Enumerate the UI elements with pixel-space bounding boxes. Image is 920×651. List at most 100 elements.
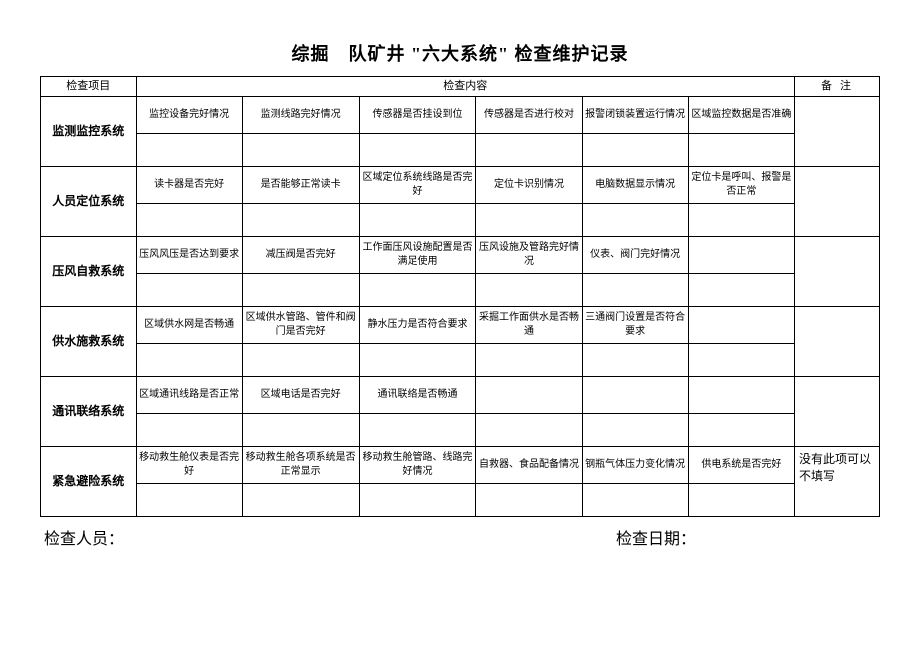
cell: 移动救生舱各项系统是否正常显示	[242, 447, 359, 484]
blank-cell	[582, 414, 688, 447]
cell: 移动救生舱仪表是否完好	[136, 447, 242, 484]
cell: 压风风压是否达到要求	[136, 237, 242, 274]
remark-cell	[795, 237, 880, 307]
system-name: 通讯联络系统	[41, 377, 137, 447]
blank-cell	[476, 134, 582, 167]
blank-cell	[688, 274, 794, 307]
blank-cell	[582, 344, 688, 377]
cell: 传感器是否进行校对	[476, 97, 582, 134]
system-name: 人员定位系统	[41, 167, 137, 237]
blank-cell	[242, 134, 359, 167]
blank-cell	[242, 204, 359, 237]
cell: 电脑数据显示情况	[582, 167, 688, 204]
remark-cell	[795, 167, 880, 237]
blank-cell	[582, 274, 688, 307]
blank-cell	[476, 204, 582, 237]
blank-cell	[582, 484, 688, 517]
cell	[476, 377, 582, 414]
cell: 是否能够正常读卡	[242, 167, 359, 204]
cell: 报警闭锁装置运行情况	[582, 97, 688, 134]
cell: 通讯联络是否畅通	[359, 377, 476, 414]
blank-cell	[359, 134, 476, 167]
table-row: 监测监控系统 监控设备完好情况 监测线路完好情况 传感器是否挂设到位 传感器是否…	[41, 97, 880, 134]
header-content: 检查内容	[136, 77, 794, 97]
blank-cell	[359, 484, 476, 517]
blank-cell	[476, 484, 582, 517]
blank-cell	[359, 414, 476, 447]
cell: 区域供水管路、管件和阀门是否完好	[242, 307, 359, 344]
cell: 供电系统是否完好	[688, 447, 794, 484]
blank-cell	[136, 484, 242, 517]
blank-cell	[582, 134, 688, 167]
blank-cell	[688, 134, 794, 167]
table-row-blank	[41, 484, 880, 517]
date-label: 检查日期：	[616, 525, 696, 549]
remark-cell	[795, 307, 880, 377]
table-row: 紧急避险系统 移动救生舱仪表是否完好 移动救生舱各项系统是否正常显示 移动救生舱…	[41, 447, 880, 484]
blank-cell	[688, 204, 794, 237]
blank-cell	[582, 204, 688, 237]
cell: 区域电话是否完好	[242, 377, 359, 414]
blank-cell	[688, 484, 794, 517]
system-name: 监测监控系统	[41, 97, 137, 167]
table-row: 供水施救系统 区域供水网是否畅通 区域供水管路、管件和阀门是否完好 静水压力是否…	[41, 307, 880, 344]
blank-cell	[688, 414, 794, 447]
cell	[688, 377, 794, 414]
header-project: 检查项目	[41, 77, 137, 97]
system-name: 供水施救系统	[41, 307, 137, 377]
cell: 三通阀门设置是否符合要求	[582, 307, 688, 344]
blank-cell	[242, 344, 359, 377]
cell: 采掘工作面供水是否畅通	[476, 307, 582, 344]
cell	[582, 377, 688, 414]
table-row-blank	[41, 204, 880, 237]
blank-cell	[359, 204, 476, 237]
blank-cell	[136, 414, 242, 447]
cell: 钢瓶气体压力变化情况	[582, 447, 688, 484]
table-row-blank	[41, 274, 880, 307]
table-row-blank	[41, 414, 880, 447]
cell: 定位卡是呼叫、报警是否正常	[688, 167, 794, 204]
cell: 区域监控数据是否准确	[688, 97, 794, 134]
blank-cell	[476, 274, 582, 307]
blank-cell	[359, 274, 476, 307]
cell	[688, 307, 794, 344]
blank-cell	[136, 204, 242, 237]
blank-cell	[359, 344, 476, 377]
table-row: 人员定位系统 读卡器是否完好 是否能够正常读卡 区域定位系统线路是否完好 定位卡…	[41, 167, 880, 204]
cell: 工作面压风设施配置是否满足使用	[359, 237, 476, 274]
header-remark: 备注	[795, 77, 880, 97]
blank-cell	[242, 484, 359, 517]
table-row: 通讯联络系统 区域通讯线路是否正常 区域电话是否完好 通讯联络是否畅通	[41, 377, 880, 414]
table-row-blank	[41, 134, 880, 167]
remark-cell	[795, 97, 880, 167]
inspection-table: 检查项目 检查内容 备注 监测监控系统 监控设备完好情况 监测线路完好情况 传感…	[40, 76, 880, 517]
blank-cell	[136, 134, 242, 167]
inspector-label: 检查人员：	[44, 525, 124, 549]
page: 综掘 队矿井 "六大系统" 检查维护记录 检查项目 检查内容 备注 监测监控系统…	[0, 0, 920, 549]
cell: 减压阀是否完好	[242, 237, 359, 274]
system-name: 紧急避险系统	[41, 447, 137, 517]
cell: 移动救生舱管路、线路完好情况	[359, 447, 476, 484]
blank-cell	[476, 344, 582, 377]
cell	[688, 237, 794, 274]
blank-cell	[242, 274, 359, 307]
cell: 区域供水网是否畅通	[136, 307, 242, 344]
cell: 区域定位系统线路是否完好	[359, 167, 476, 204]
remark-cell	[795, 377, 880, 447]
table-header-row: 检查项目 检查内容 备注	[41, 77, 880, 97]
cell: 读卡器是否完好	[136, 167, 242, 204]
table-row: 压风自救系统 压风风压是否达到要求 减压阀是否完好 工作面压风设施配置是否满足使…	[41, 237, 880, 274]
cell: 仪表、阀门完好情况	[582, 237, 688, 274]
cell: 自救器、食品配备情况	[476, 447, 582, 484]
cell: 区域通讯线路是否正常	[136, 377, 242, 414]
cell: 压风设施及管路完好情况	[476, 237, 582, 274]
system-name: 压风自救系统	[41, 237, 137, 307]
blank-cell	[688, 344, 794, 377]
blank-cell	[136, 274, 242, 307]
cell: 监控设备完好情况	[136, 97, 242, 134]
cell: 静水压力是否符合要求	[359, 307, 476, 344]
footer: 检查人员： 检查日期：	[40, 525, 880, 549]
cell: 传感器是否挂设到位	[359, 97, 476, 134]
page-title: 综掘 队矿井 "六大系统" 检查维护记录	[40, 40, 880, 66]
cell: 监测线路完好情况	[242, 97, 359, 134]
